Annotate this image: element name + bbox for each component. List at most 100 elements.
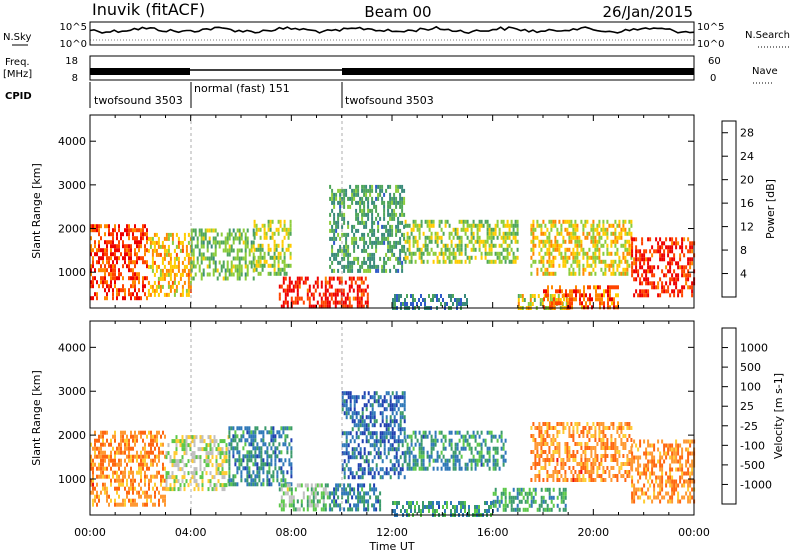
velocity-cell [205, 459, 208, 464]
velocity-cell [397, 439, 400, 444]
power-cell [544, 231, 547, 236]
power-cell [530, 239, 533, 244]
power-cell [187, 292, 190, 297]
power-cell [147, 264, 150, 269]
power-cell [576, 259, 579, 264]
velocity-cell [132, 458, 134, 463]
power-cell [128, 252, 130, 257]
power-cell [547, 297, 549, 302]
velocity-cell [594, 430, 597, 434]
velocity-cell [540, 446, 543, 450]
velocity-cell [538, 422, 541, 426]
power-cell [120, 232, 122, 237]
velocity-cell [169, 475, 172, 480]
power-cell [637, 269, 640, 274]
power-cell [612, 263, 615, 268]
power-cell [401, 260, 404, 265]
power-cell [316, 284, 319, 289]
power-cell [488, 223, 491, 228]
velocity-cell [345, 391, 348, 396]
power-cell [294, 284, 297, 289]
velocity-cell [552, 495, 555, 500]
velocity-cell [532, 462, 535, 466]
power-cell [600, 243, 603, 248]
power-cell [460, 298, 462, 302]
velocity-cell [223, 483, 226, 488]
power-cell [576, 223, 579, 228]
velocity-cell [201, 435, 204, 440]
power-cell [246, 264, 249, 269]
velocity-cell [193, 451, 196, 456]
velocity-cell [572, 430, 575, 434]
power-cell [448, 259, 451, 264]
velocity-cell [110, 458, 112, 463]
velocity-cell [582, 434, 585, 438]
velocity-cell [276, 430, 279, 435]
power-cell [558, 247, 561, 252]
velocity-cell [540, 450, 543, 454]
velocity-cell [379, 499, 382, 504]
power-cell [369, 188, 372, 193]
velocity-cell [230, 446, 233, 451]
power-cell [331, 188, 334, 193]
power-cell [214, 236, 217, 241]
power-cell [367, 204, 370, 209]
power-cell [128, 224, 130, 229]
freq-label-bottom: [MHz] [3, 69, 32, 80]
power-cell [345, 252, 348, 257]
power-cell [244, 252, 247, 257]
power-cell [549, 305, 551, 310]
power-cell [414, 219, 417, 224]
power-cell [236, 228, 239, 233]
power-cell [157, 236, 160, 241]
power-cell [669, 245, 672, 250]
power-cell [637, 293, 640, 298]
velocity-cell [371, 407, 374, 412]
power-cell [331, 260, 334, 265]
power-cell [508, 227, 511, 232]
power-cell [620, 235, 623, 240]
power-cell [359, 220, 362, 225]
power-cell [288, 276, 291, 281]
power-cell [624, 267, 627, 272]
velocity-cell [550, 438, 553, 442]
velocity-cell [373, 415, 376, 420]
velocity-cell [377, 447, 380, 452]
velocity-cell [185, 479, 188, 484]
power-cell [586, 255, 589, 260]
power-cell [490, 259, 493, 264]
power-cell [286, 304, 289, 309]
power-cell [98, 224, 100, 229]
power-cell [361, 260, 364, 265]
velocity-cell [361, 487, 364, 492]
power-cell [92, 276, 94, 281]
power-cell [343, 212, 346, 217]
power-cell [602, 223, 605, 228]
velocity-cell [538, 470, 541, 474]
velocity-cell [120, 482, 122, 487]
power-cell [151, 236, 154, 241]
power-cell [618, 259, 621, 264]
power-cell [283, 271, 286, 276]
velocity-cell [199, 455, 202, 460]
velocity-cell [550, 499, 553, 504]
velocity-cell [426, 466, 429, 471]
power-cell [144, 232, 146, 237]
velocity-cell [556, 446, 559, 450]
power-cell [665, 289, 668, 294]
power-cell [610, 243, 613, 248]
velocity-cell [104, 458, 106, 463]
velocity-cell [238, 454, 241, 459]
velocity-cell [164, 498, 166, 503]
velocity-cell [282, 462, 285, 467]
velocity-cell [290, 474, 293, 479]
velocity-cell [189, 479, 192, 484]
power-cell [153, 244, 156, 249]
velocity-cell [406, 450, 409, 455]
velocity-cell [353, 407, 356, 412]
power-cell [278, 296, 281, 301]
velocity-cell [124, 438, 126, 443]
power-cell [504, 235, 507, 240]
velocity-cell [197, 455, 200, 460]
velocity-cell [536, 462, 539, 466]
